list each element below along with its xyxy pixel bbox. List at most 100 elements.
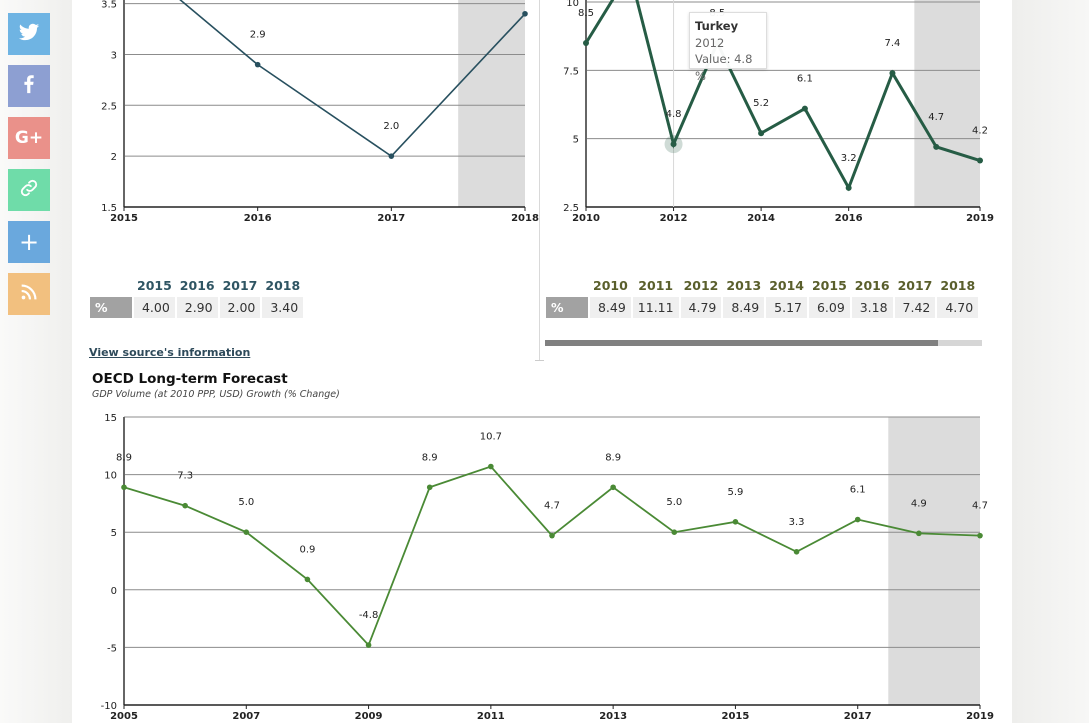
data-point	[583, 40, 589, 46]
rss-button[interactable]	[8, 273, 50, 315]
data-point	[977, 157, 983, 164]
x-tick-label: 2019	[966, 213, 994, 224]
data-label: 4.7	[928, 112, 944, 123]
facebook-icon	[18, 73, 40, 100]
table-cell-value: 2.90	[176, 297, 218, 318]
share-facebook-button[interactable]	[8, 65, 50, 107]
data-point	[801, 105, 808, 112]
data-label: 4.9	[911, 498, 927, 509]
data-label: 7.3	[177, 471, 193, 482]
table-cell-value: 8.49	[723, 297, 765, 318]
data-table-left: 2015 2016 2017 2018 % 4.00 2.90 2.00 3.40	[88, 278, 305, 318]
y-tick-label: 5	[573, 135, 579, 146]
data-label: 8.9	[422, 452, 438, 463]
data-point	[916, 530, 922, 537]
y-tick-label: 2	[111, 152, 117, 163]
forecast-shade	[914, 0, 980, 207]
table-cell-value: 6.09	[808, 297, 850, 318]
table-header-year: 2010	[593, 278, 628, 293]
table-header-year: 2015	[137, 278, 172, 293]
x-tick-label: 2007	[232, 711, 260, 722]
y-tick-label: 15	[104, 413, 117, 424]
data-label: 4.2	[972, 126, 988, 137]
table-header-year: 2016	[179, 278, 215, 293]
data-label: 8.9	[605, 452, 621, 463]
data-point	[488, 463, 494, 470]
data-point	[121, 484, 127, 491]
data-point	[732, 519, 739, 525]
data-point	[671, 529, 678, 535]
share-more-button[interactable]: +	[8, 221, 50, 263]
x-tick-label: 2010	[572, 213, 600, 224]
table-cell-value: 8.49	[590, 297, 631, 318]
copy-link-button[interactable]	[8, 169, 50, 211]
data-point	[388, 153, 395, 159]
table-header-year: 2017	[222, 278, 258, 293]
table-row: % 8.49 11.11 4.79 8.49 5.17 6.09 3.18 7.42 4.70	[546, 297, 979, 318]
view-source-link[interactable]: View source's information	[89, 346, 251, 359]
google-plus-icon: G+	[14, 128, 44, 148]
data-label: 8.9	[116, 452, 132, 463]
table-scrollbar-thumb[interactable]	[545, 340, 939, 346]
share-google-plus-button[interactable]: G+	[8, 117, 50, 159]
table-unit-cell: %	[90, 297, 132, 318]
link-icon	[18, 177, 40, 204]
data-label: -4.8	[359, 610, 379, 621]
chart-title: OECD Long-term Forecast	[92, 371, 288, 387]
tooltip-year: 2012	[695, 35, 725, 50]
table-header-blank	[546, 278, 588, 297]
table-cell-value: 3.40	[262, 297, 304, 318]
table-cell-value: 5.17	[766, 297, 807, 318]
table-scrollbar[interactable]	[545, 340, 982, 346]
y-tick-label: 2.5	[101, 101, 117, 112]
x-tick-label: 2017	[844, 711, 872, 722]
y-tick-label: 5	[111, 528, 117, 539]
y-tick-label: 7.5	[563, 66, 579, 77]
plus-icon: +	[18, 228, 40, 256]
x-tick-label: 2013	[599, 711, 627, 722]
data-point	[304, 576, 311, 583]
column-divider-tick	[535, 360, 544, 361]
table-cell-value: 4.00	[134, 297, 175, 318]
x-tick-label: 2015	[722, 711, 750, 722]
table-header-year: 2018	[265, 278, 301, 293]
page-margin-right	[1012, 0, 1089, 723]
data-label: 6.1	[850, 485, 866, 496]
data-label: 5.9	[727, 487, 743, 498]
table-header-year: 2012	[683, 278, 719, 293]
data-label: 5.0	[238, 497, 254, 508]
chart-tooltip: Turkey 2012 Value: 4.8 %	[689, 12, 767, 83]
data-label: 6.1	[797, 74, 813, 85]
tooltip-value: Value: 4.8 %	[695, 52, 753, 83]
data-label: 7.4	[884, 38, 900, 49]
data-point	[889, 70, 896, 77]
data-point	[670, 141, 677, 148]
data-point	[793, 548, 800, 555]
data-point	[933, 143, 940, 150]
data-label: 0.9	[299, 544, 315, 555]
x-tick-label: 2019	[966, 711, 994, 722]
data-label: 5.2	[753, 98, 769, 109]
y-tick-label: 10	[104, 471, 117, 482]
y-tick-label: 3	[111, 50, 117, 61]
data-label: 3.2	[841, 153, 857, 164]
x-tick-label: 2016	[835, 213, 863, 224]
rss-icon	[18, 281, 40, 308]
data-label: 3.3	[789, 517, 805, 528]
x-tick-label: 2015	[110, 213, 138, 224]
x-tick-label: 2011	[477, 711, 505, 722]
table-header-row: 2010 2011 2012 2013 2014 2015 2016 2017 2018	[546, 278, 978, 297]
table-header-year: 2014	[769, 278, 804, 293]
x-tick-label: 2018	[511, 213, 539, 224]
table-cell-value: 7.42	[894, 297, 936, 318]
y-tick-label: 3.5	[101, 0, 117, 11]
y-tick-label: -10	[101, 701, 117, 712]
share-twitter-button[interactable]	[8, 13, 50, 55]
y-tick-label: 2.5	[563, 203, 579, 214]
data-point	[854, 516, 861, 523]
table-header-year: 2018	[940, 278, 976, 293]
table-unit-cell: %	[546, 297, 588, 318]
table-row: % 4.00 2.90 2.00 3.40	[90, 297, 304, 318]
table-cell-value: 3.18	[851, 297, 893, 318]
table-header-year: 2013	[726, 278, 762, 293]
